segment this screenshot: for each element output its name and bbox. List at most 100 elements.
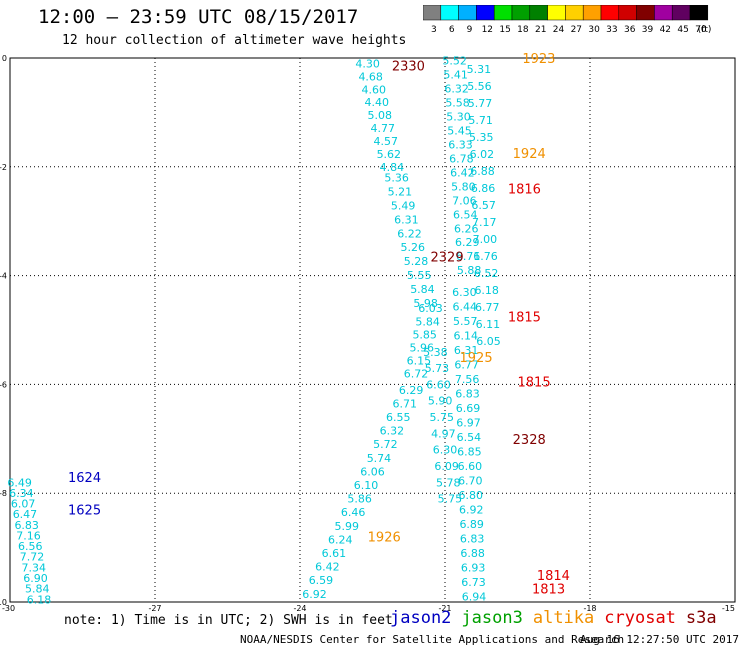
- wave-height-value: 6.07: [11, 498, 36, 511]
- wave-height-value: 5.41: [443, 69, 468, 82]
- x-tick-label: -21: [438, 604, 451, 612]
- wave-height-value: 5.45: [447, 125, 472, 138]
- wave-height-value: 5.74: [367, 452, 392, 465]
- legend-entry-jason2: jason2: [390, 608, 452, 628]
- wave-height-value: 6.55: [386, 411, 411, 424]
- map-title: 12:00 – 23:59 UTC 08/15/2017: [38, 6, 359, 28]
- wave-height-value: 6.60: [458, 460, 483, 473]
- wave-height-value: 5.88: [457, 264, 482, 277]
- x-tick-label: -15: [722, 604, 735, 612]
- colorbar-label: 3: [431, 25, 437, 35]
- wave-height-value: 6.52: [474, 267, 499, 280]
- wave-height-value: 5.58: [445, 97, 470, 110]
- legend-entry-jason3: jason3: [461, 608, 523, 628]
- legend-entry-s3a: s3a: [685, 608, 717, 628]
- wave-height-value: 6.83: [14, 519, 39, 532]
- satellite-legend: jason2 jason3 altika cryosat s3a: [390, 608, 727, 628]
- wave-height-value: 5.96: [410, 341, 435, 354]
- wave-height-value: 5.98: [413, 297, 438, 310]
- colorbar-label: 21: [535, 25, 546, 35]
- wave-height-value: 4.68: [358, 70, 383, 83]
- colorbar-label: 30: [588, 25, 600, 35]
- wave-height-value: 6.44: [453, 300, 478, 313]
- wave-height-value: 5.52: [442, 55, 467, 68]
- wave-height-value: 6.47: [13, 508, 38, 521]
- wave-height-value: 5.77: [468, 97, 493, 110]
- wave-height-value: 6.06: [360, 465, 385, 478]
- wave-height-value: 5.38: [423, 346, 448, 359]
- wave-height-value: 6.86: [471, 182, 496, 195]
- wave-height-value: 6.92: [459, 504, 484, 517]
- wave-height-value: 6.77: [454, 358, 479, 371]
- altimeter-map-plot: -30-27-24-21-18-150-2-4-6-8-106.496.346.…: [0, 52, 736, 612]
- wave-height-value: 6.02: [470, 148, 495, 161]
- wave-height-value: 7.17: [472, 216, 497, 229]
- wave-height-value: 6.88: [470, 165, 495, 178]
- wave-height-value: 6.85: [457, 445, 482, 458]
- wave-height-value: 6.76: [473, 250, 498, 263]
- wave-height-value: 5.26: [401, 241, 426, 254]
- wave-height-value: 6.61: [322, 547, 347, 560]
- wave-height-value: 5.28: [404, 255, 429, 268]
- pass-time-label: 1923: [522, 52, 555, 67]
- wave-height-value: 5.72: [373, 438, 398, 451]
- wave-height-value: 4.30: [355, 57, 380, 70]
- pass-time-label: 1925: [460, 351, 493, 366]
- wave-height-value: 5.75: [430, 411, 455, 424]
- pass-time-label: 1816: [508, 183, 541, 198]
- wave-height-value: 7.16: [16, 529, 41, 542]
- y-tick-label: -6: [0, 380, 7, 389]
- wave-height-value: 6.33: [448, 138, 473, 151]
- wave-height-value: 6.09: [434, 460, 459, 473]
- wave-height-value: 6.34: [9, 487, 34, 500]
- wave-height-value: 5.62: [377, 148, 402, 161]
- wave-height-value: 6.03: [418, 302, 443, 315]
- wave-height-value: 6.88: [460, 547, 485, 560]
- wave-height-value: 6.90: [23, 572, 48, 585]
- wave-height-value: 5.31: [467, 63, 492, 76]
- wave-height-value: 7.00: [473, 233, 498, 246]
- credit-text: NOAA/NESDIS Center for Satellite Applica…: [240, 633, 625, 646]
- wave-height-value: 6.80: [459, 489, 484, 502]
- wave-height-value: 6.59: [309, 574, 334, 587]
- wave-height-value: 6.97: [456, 416, 481, 429]
- x-tick-label: -24: [293, 604, 306, 612]
- colorbar-label: 33: [606, 25, 617, 35]
- x-tick-label: -27: [148, 604, 161, 612]
- pass-time-label: 1926: [368, 531, 401, 546]
- wave-height-value: 6.57: [471, 199, 496, 212]
- colorbar-label: 42: [660, 25, 671, 35]
- wave-height-value: 5.73: [425, 362, 450, 375]
- wave-height-value: 6.22: [397, 227, 422, 240]
- wave-height-value: 4.77: [371, 122, 396, 135]
- wave-height-value: 5.86: [347, 493, 372, 506]
- wave-height-value: 5.30: [446, 111, 471, 124]
- wave-height-value: 6.92: [302, 588, 327, 601]
- wave-height-value: 5.75: [438, 493, 463, 506]
- wave-height-value: 6.10: [354, 479, 379, 492]
- pass-time-label: 1924: [513, 147, 546, 162]
- wave-height-value: 6.89: [459, 518, 484, 531]
- wave-height-value: 6.31: [394, 213, 419, 226]
- y-tick-label: -10: [0, 598, 7, 607]
- y-tick-label: 0: [2, 54, 7, 63]
- colorbar-unit: (ft): [698, 25, 712, 35]
- wave-height-value: 4.57: [374, 135, 399, 148]
- pass-time-label: 1624: [68, 471, 101, 486]
- x-tick-label: -30: [2, 604, 15, 612]
- wave-height-value: 5.55: [407, 269, 432, 282]
- wave-height-value: 6.32: [444, 83, 469, 96]
- wave-height-value: 5.78: [436, 476, 461, 489]
- x-tick-label: -18: [583, 604, 596, 612]
- wave-height-value: 6.73: [461, 576, 486, 589]
- wave-height-value: 7.72: [20, 551, 45, 564]
- colorbar-label: 9: [467, 25, 473, 35]
- plot-frame: [9, 57, 736, 603]
- wave-height-value: 6.32: [380, 425, 405, 438]
- wave-height-value: 7.06: [452, 194, 477, 207]
- wave-height-value: 6.93: [461, 562, 486, 575]
- colorbar-label: 45: [677, 25, 688, 35]
- wave-height-value: 5.56: [467, 80, 492, 93]
- colorbar-label: 70: [695, 25, 707, 35]
- wave-height-value: 5.21: [388, 186, 413, 199]
